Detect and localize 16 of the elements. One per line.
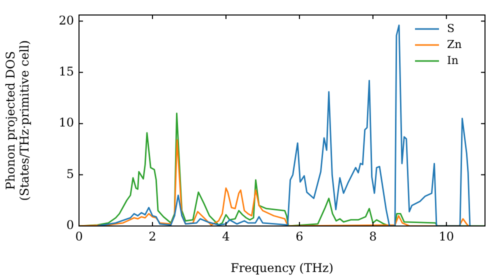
x-tick-label: 4	[222, 229, 230, 244]
y-tick-label: 5	[66, 166, 74, 181]
y-axis-title: Phonon projected DOS (States/THz·primitive cell)	[3, 40, 32, 201]
y-tick-label: 0	[66, 218, 74, 232]
y-tick-label: 10	[58, 116, 74, 130]
x-tick-label: 8	[369, 229, 377, 244]
x-tick-label: 0	[75, 229, 83, 244]
y-tick-label: 15	[58, 64, 74, 78]
y-tick-label: 20	[58, 13, 74, 28]
x-axis-title: Frequency (THz)	[230, 260, 334, 275]
x-tick-label: 10	[438, 229, 454, 244]
legend-label: Zn	[447, 38, 462, 51]
legend-label: In	[447, 54, 458, 67]
legend-label: S	[447, 22, 455, 35]
x-tick-label: 6	[296, 229, 304, 244]
x-tick-label: 2	[148, 229, 156, 244]
